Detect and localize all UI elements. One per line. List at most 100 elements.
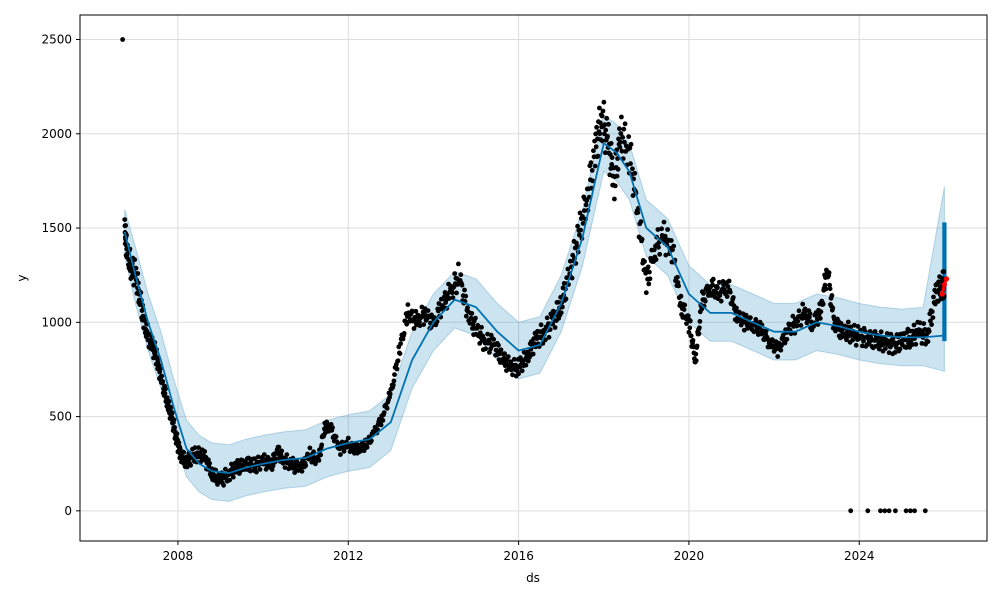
observed-point	[605, 133, 610, 139]
observed-point	[917, 320, 923, 326]
observed-point	[599, 113, 605, 119]
observed-point	[463, 313, 469, 319]
observed-point	[543, 337, 548, 343]
observed-point	[617, 144, 623, 150]
observed-point	[544, 315, 550, 321]
observed-point	[207, 460, 213, 466]
observed-point	[853, 342, 859, 348]
observed-point	[601, 99, 607, 105]
observed-point	[796, 308, 802, 314]
observed-point	[270, 463, 276, 469]
observed-point	[538, 322, 544, 328]
observed-point	[818, 309, 824, 315]
x-tick-label: 2024	[844, 549, 875, 563]
observed-point	[926, 329, 932, 334]
observed-point	[600, 108, 606, 114]
observed-point	[184, 464, 190, 470]
observed-point	[830, 305, 836, 311]
observed-point	[497, 351, 503, 357]
observed-point	[671, 243, 677, 249]
x-axis-label: ds	[526, 571, 540, 585]
observed-point	[642, 259, 647, 264]
observed-point	[584, 198, 590, 204]
observed-point	[922, 327, 928, 332]
observed-point	[615, 166, 621, 172]
observed-point	[122, 217, 128, 223]
observed-point	[775, 354, 781, 359]
observed-point	[307, 445, 313, 451]
observed-point	[590, 178, 596, 184]
observed-point	[619, 148, 625, 154]
observed-point	[626, 134, 632, 140]
observed-point	[925, 339, 931, 344]
observed-point	[734, 305, 739, 311]
observed-point	[878, 329, 884, 335]
observed-point	[718, 298, 724, 304]
observed-point	[141, 313, 147, 319]
observed-point	[502, 351, 507, 357]
observed-point	[931, 294, 936, 300]
x-axis-ticks: 2008 2012 2016 2020 2024	[163, 541, 875, 563]
observed-point	[687, 318, 693, 324]
observed-point	[330, 425, 335, 430]
observed-point	[316, 458, 322, 463]
observed-point	[794, 323, 800, 328]
observed-point	[577, 232, 582, 238]
observed-point	[929, 309, 935, 315]
observed-point	[318, 452, 324, 458]
observed-point	[872, 329, 878, 334]
observed-point	[594, 124, 599, 130]
observed-point	[798, 323, 804, 328]
observed-point	[157, 366, 163, 372]
observed-point	[421, 322, 427, 327]
observed-point	[876, 346, 882, 352]
observed-point	[696, 331, 702, 337]
observed-point	[778, 347, 784, 353]
observed-point	[421, 310, 427, 316]
observed-point	[635, 210, 641, 216]
observed-point	[655, 227, 661, 232]
observed-point	[299, 468, 305, 474]
observed-point	[247, 468, 253, 474]
observed-point	[164, 395, 170, 401]
observed-point	[848, 324, 854, 330]
observed-point	[784, 336, 790, 342]
observed-point	[124, 251, 130, 257]
observed-point	[282, 465, 288, 470]
observed-point	[510, 372, 515, 378]
observed-point	[392, 372, 397, 377]
observed-point	[221, 482, 227, 488]
observed-point	[135, 271, 141, 276]
observed-point	[826, 270, 832, 276]
observed-point	[656, 244, 661, 250]
observed-point	[516, 371, 521, 377]
observed-point	[716, 279, 722, 285]
y-tick-label: 1500	[41, 221, 72, 235]
x-tick-label: 2020	[674, 549, 705, 563]
observed-point	[604, 115, 610, 121]
observed-point	[908, 508, 913, 514]
observed-points	[120, 37, 947, 514]
observed-point	[491, 337, 497, 342]
observed-point	[181, 450, 187, 455]
observed-point	[364, 444, 370, 450]
plot-frame	[79, 14, 988, 542]
observed-point	[581, 208, 587, 214]
observed-point	[645, 264, 651, 270]
observed-point	[552, 325, 558, 330]
observed-point	[928, 318, 933, 324]
observed-point	[440, 304, 446, 310]
observed-point	[468, 315, 474, 321]
observed-point	[676, 283, 681, 289]
observed-point	[192, 445, 198, 451]
observed-point	[589, 168, 595, 173]
observed-point	[519, 368, 525, 374]
observed-point	[643, 290, 649, 296]
observed-point	[505, 354, 511, 359]
observed-point	[827, 286, 833, 292]
observed-point	[690, 338, 696, 343]
observed-point	[446, 296, 452, 301]
observed-point	[530, 351, 536, 357]
observed-point	[606, 121, 611, 127]
observed-point	[397, 351, 403, 356]
